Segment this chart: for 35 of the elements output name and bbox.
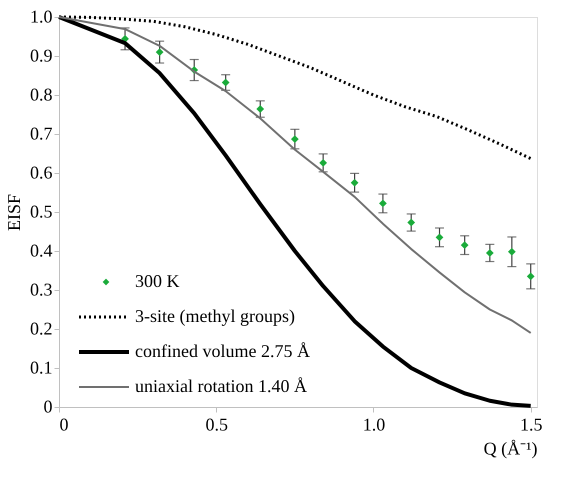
x-tick-label: 0 [60,414,68,434]
x-tick-label: 1.0 [362,414,386,434]
point [222,78,230,86]
point [508,248,516,256]
x-tick-label: 0.5 [205,414,228,434]
y-tick-label: 0.4 [30,240,52,260]
point [156,48,164,56]
y-tick-label: 0.2 [30,318,52,338]
y-tick-label: 0.1 [30,358,52,378]
point [407,218,416,226]
point [379,200,387,208]
point [460,241,469,250]
point [290,135,299,143]
point [436,233,444,242]
y-tick-label: 0.9 [30,46,52,66]
x-tick-label: 1.5 [520,414,542,434]
legend-label: 3-site (methyl groups) [135,306,295,326]
point [256,105,264,113]
y-tick-label: 1.0 [30,6,52,26]
y-axis-title: EISF [4,194,24,232]
point [319,158,328,167]
legend-label: 300 K [135,271,180,291]
y-tick-label: 0.6 [30,162,52,182]
legend-label: uniaxial rotation 1.40 Å [135,376,307,396]
y-tick-label: 0 [44,396,52,416]
y-tick-label: 0.3 [30,280,52,300]
y-tick-label: 0.5 [30,202,52,222]
legend-label: confined volume 2.75 Å [135,341,310,361]
line-series [58,16,532,334]
point [526,272,535,280]
y-tick-label: 0.8 [30,84,52,104]
y-tick-label: 0.7 [30,124,52,144]
point [350,178,358,187]
x-axis-title: Q (Å⁻¹) [484,438,538,458]
point [486,249,494,257]
